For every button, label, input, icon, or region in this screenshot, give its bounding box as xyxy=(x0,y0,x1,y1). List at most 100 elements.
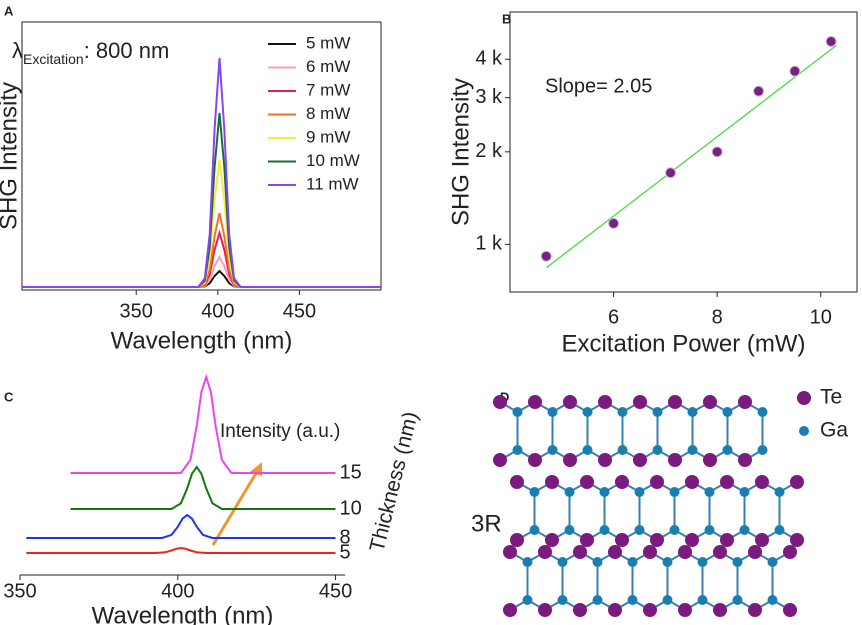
ga-atom xyxy=(732,557,743,567)
series-label: 5 xyxy=(340,541,351,563)
data-point xyxy=(789,65,801,77)
legend-label: 10 mW xyxy=(306,151,360,170)
ga-atom xyxy=(557,557,568,567)
ga-atom xyxy=(599,487,610,497)
te-atom xyxy=(755,533,769,547)
te-atom xyxy=(510,533,524,547)
te-atom xyxy=(703,395,717,409)
ga-atom xyxy=(529,525,540,535)
te-atom xyxy=(563,395,577,409)
ga-atom xyxy=(774,525,785,535)
ga-atom xyxy=(512,445,523,455)
te-atom xyxy=(783,603,797,617)
y-axis-label: SHG Intensity xyxy=(0,82,22,230)
ga-atom xyxy=(652,407,663,417)
te-atom xyxy=(493,453,507,467)
y-axis-label: SHG Intensity xyxy=(447,78,474,226)
ga-atom xyxy=(774,487,785,497)
ga-atom xyxy=(547,445,558,455)
x-tick-label: 8 xyxy=(712,306,723,328)
x-axis-label: Wavelength (nm) xyxy=(92,602,274,625)
ga-atom xyxy=(669,525,680,535)
te-atom xyxy=(643,545,657,559)
x-tick-label: 400 xyxy=(161,580,194,602)
y-tick-label: 1 k xyxy=(475,233,503,255)
ga-atom xyxy=(704,525,715,535)
ga-atom xyxy=(722,407,733,417)
te-atom xyxy=(580,533,594,547)
data-point xyxy=(711,146,723,158)
ga-atom xyxy=(599,525,610,535)
te-atom xyxy=(720,475,734,489)
ga-atom xyxy=(522,595,533,605)
te-atom xyxy=(545,533,559,547)
ga-atom xyxy=(564,487,575,497)
legend-label: 5 mW xyxy=(306,33,350,52)
te-atom xyxy=(748,545,762,559)
ga-atom xyxy=(582,407,593,417)
plot-frame xyxy=(509,11,858,293)
ga-atom xyxy=(669,487,680,497)
te-atom xyxy=(643,603,657,617)
ga-atom xyxy=(652,445,663,455)
te-atom xyxy=(713,603,727,617)
y-tick-label: 2 k xyxy=(475,140,503,162)
te-atom xyxy=(598,453,612,467)
ga-atom xyxy=(662,595,673,605)
ga-atom xyxy=(757,445,768,455)
y-tick-label: 4 k xyxy=(475,48,503,70)
panel-label: B xyxy=(502,11,511,26)
stacking-label: 3R xyxy=(471,510,502,537)
te-atom xyxy=(738,395,752,409)
legend-atom xyxy=(799,426,809,436)
te-atom xyxy=(713,545,727,559)
te-atom xyxy=(668,453,682,467)
te-atom xyxy=(703,453,717,467)
spectrum-line xyxy=(22,57,381,288)
te-atom xyxy=(545,475,559,489)
ga-atom xyxy=(634,525,645,535)
y-tick-label: 3 k xyxy=(475,86,503,108)
te-atom xyxy=(573,545,587,559)
plot-frame xyxy=(21,21,382,291)
x-tick-label: 400 xyxy=(201,300,234,322)
te-atom xyxy=(538,545,552,559)
arrow-label: Intensity (a.u.) xyxy=(220,421,340,442)
x-tick-label: 350 xyxy=(120,300,153,322)
te-atom xyxy=(528,395,542,409)
ga-atom xyxy=(739,487,750,497)
annotation-subscript: Excitation xyxy=(23,51,84,67)
ga-atom xyxy=(697,595,708,605)
te-atom xyxy=(493,395,507,409)
ga-atom xyxy=(732,595,743,605)
te-atom xyxy=(678,545,692,559)
ga-atom xyxy=(617,407,628,417)
x-tick-label: 6 xyxy=(608,306,619,328)
te-atom xyxy=(633,395,647,409)
te-atom xyxy=(573,603,587,617)
ga-atom xyxy=(767,595,778,605)
x-tick-label: 450 xyxy=(319,580,352,602)
ga-atom xyxy=(627,595,638,605)
series-label: 10 xyxy=(340,497,362,519)
ga-atom xyxy=(634,487,645,497)
ga-atom xyxy=(697,557,708,567)
data-point xyxy=(608,217,620,229)
te-atom xyxy=(790,533,804,547)
legend-atom xyxy=(797,391,811,405)
legend-label: Ga xyxy=(820,419,848,442)
te-atom xyxy=(748,603,762,617)
ga-atom xyxy=(617,445,628,455)
crystal-structure xyxy=(493,395,804,617)
legend-label: 6 mW xyxy=(306,57,350,76)
spectrum-line xyxy=(70,465,336,510)
ga-atom xyxy=(512,407,523,417)
te-atom xyxy=(633,453,647,467)
legend-label: 9 mW xyxy=(306,127,350,146)
te-atom xyxy=(608,603,622,617)
fit-line xyxy=(545,44,837,269)
te-atom xyxy=(528,453,542,467)
te-atom xyxy=(783,545,797,559)
series-label: 8 xyxy=(340,526,351,548)
